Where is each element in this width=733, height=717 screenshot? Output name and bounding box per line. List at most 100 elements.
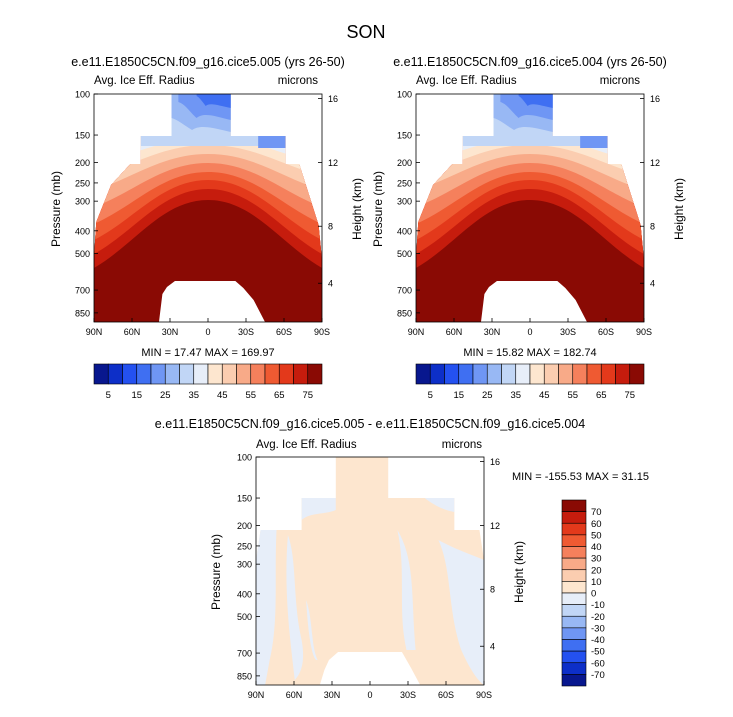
y-right-tick-label: 4 xyxy=(328,279,333,289)
colorbar-label: 65 xyxy=(596,390,607,401)
contour-band xyxy=(518,94,553,108)
colorbar-label: 25 xyxy=(482,390,493,401)
panel-left: e.e11.E1850C5CN.f09_g16.cice5.005 (yrs 2… xyxy=(49,55,364,359)
y-right-tick-label: 16 xyxy=(650,94,660,104)
colorbar-label: 60 xyxy=(591,519,602,530)
colorbar-swatch xyxy=(561,674,587,687)
y-right-tick-label: 4 xyxy=(490,642,495,652)
colorbar-swatch xyxy=(561,534,587,547)
colorbar-swatch xyxy=(107,363,123,385)
colorbar-swatch xyxy=(236,363,252,385)
left-label: Avg. Ice Eff. Radius xyxy=(256,439,357,451)
y-tick-label: 150 xyxy=(237,494,252,504)
colorbar-swatch xyxy=(561,557,587,571)
contour-band xyxy=(580,136,608,148)
colorbar-swatch xyxy=(136,363,152,385)
units-label: microns xyxy=(600,75,641,87)
colorbar-swatch xyxy=(561,522,587,536)
x-tick-label: 30N xyxy=(162,327,179,337)
left-label: Avg. Ice Eff. Radius xyxy=(416,75,517,87)
y-tick-label: 150 xyxy=(75,131,90,141)
colorbar-swatch xyxy=(264,363,280,385)
colorbar-label: 35 xyxy=(510,390,521,401)
colorbar-label: 50 xyxy=(591,530,602,541)
colorbar-label: 25 xyxy=(160,390,171,401)
colorbar-swatch xyxy=(543,363,559,385)
colorbar-right: 5 15 25 35 45 55 65 75 xyxy=(415,363,645,401)
colorbar-swatch xyxy=(561,662,587,675)
y-tick-label: 200 xyxy=(237,521,252,531)
x-tick-label: 30S xyxy=(400,690,416,700)
x-tick-label: 90N xyxy=(248,690,265,700)
colorbar-swatch xyxy=(561,627,587,640)
colorbar-swatch xyxy=(558,363,574,385)
colorbar-swatch xyxy=(122,363,138,385)
contour-band xyxy=(256,530,277,685)
y-tick-label: 500 xyxy=(397,249,412,259)
colorbar-swatch xyxy=(278,363,294,385)
stats-text: MIN = 15.82 MAX = 182.74 xyxy=(463,347,596,359)
colorbar-swatch xyxy=(561,546,587,559)
colorbar-swatch xyxy=(472,363,488,385)
colorbar-label: 35 xyxy=(188,390,199,401)
x-tick-label: 30S xyxy=(238,327,254,337)
stats-text: MIN = 17.47 MAX = 169.97 xyxy=(141,347,274,359)
y-axis-right-label: Height (km) xyxy=(350,178,364,240)
y-tick-label: 100 xyxy=(237,453,252,463)
y-axis-label: Pressure (mb) xyxy=(49,171,63,247)
colorbar-label: -50 xyxy=(591,647,605,658)
colorbar-swatch xyxy=(561,639,587,652)
x-tick-label: 60N xyxy=(124,327,141,337)
y-tick-label: 850 xyxy=(75,308,90,318)
y-right-tick-label: 4 xyxy=(650,279,655,289)
colorbar-label: 10 xyxy=(591,577,602,588)
colorbar-swatch xyxy=(561,581,587,594)
x-tick-label: 30N xyxy=(324,690,341,700)
y-right-tick-label: 12 xyxy=(490,521,500,531)
y-tick-label: 250 xyxy=(75,178,90,188)
x-tick-label: 0 xyxy=(205,327,210,337)
colorbar-swatch xyxy=(164,363,180,385)
y-right-tick-label: 8 xyxy=(490,585,495,595)
x-tick-label: 90N xyxy=(408,327,425,337)
colorbar-swatch xyxy=(207,363,223,385)
y-tick-label: 500 xyxy=(237,612,252,622)
colorbar-label: 5 xyxy=(428,390,433,401)
y-tick-label: 850 xyxy=(237,671,252,681)
y-axis-right-label: Height (km) xyxy=(512,541,526,603)
colorbar-swatch xyxy=(629,363,645,385)
units-label: microns xyxy=(442,439,483,451)
colorbar-swatch xyxy=(529,363,545,385)
colorbar-label: 5 xyxy=(106,390,111,401)
colorbar-label: -30 xyxy=(591,623,605,634)
colorbar-label: -60 xyxy=(591,658,605,669)
colorbar-swatch xyxy=(444,363,460,385)
contour-band xyxy=(196,94,231,108)
x-tick-label: 60S xyxy=(598,327,614,337)
colorbar-label: 45 xyxy=(217,390,228,401)
y-right-tick-label: 8 xyxy=(650,222,655,232)
y-tick-label: 150 xyxy=(397,131,412,141)
x-tick-label: 30S xyxy=(560,327,576,337)
colorbar-swatch xyxy=(179,363,195,385)
colorbar-swatch xyxy=(515,363,531,385)
colorbar-swatch xyxy=(561,604,587,617)
colorbar-left: 5 15 25 35 45 55 65 75 xyxy=(93,363,323,401)
y-right-tick-label: 8 xyxy=(328,222,333,232)
x-tick-label: 0 xyxy=(527,327,532,337)
y-tick-label: 100 xyxy=(75,90,90,100)
colorbar-swatch xyxy=(250,363,266,385)
contour-band xyxy=(286,535,304,680)
y-right-tick-label: 12 xyxy=(650,158,660,168)
left-label: Avg. Ice Eff. Radius xyxy=(94,75,195,87)
y-tick-label: 300 xyxy=(237,560,252,570)
y-tick-label: 400 xyxy=(397,226,412,236)
y-tick-label: 300 xyxy=(397,197,412,207)
y-tick-label: 400 xyxy=(237,589,252,599)
colorbar-swatch xyxy=(561,615,587,629)
x-tick-label: 90S xyxy=(314,327,330,337)
colorbar-swatch xyxy=(415,363,431,385)
x-tick-label: 90N xyxy=(86,327,103,337)
